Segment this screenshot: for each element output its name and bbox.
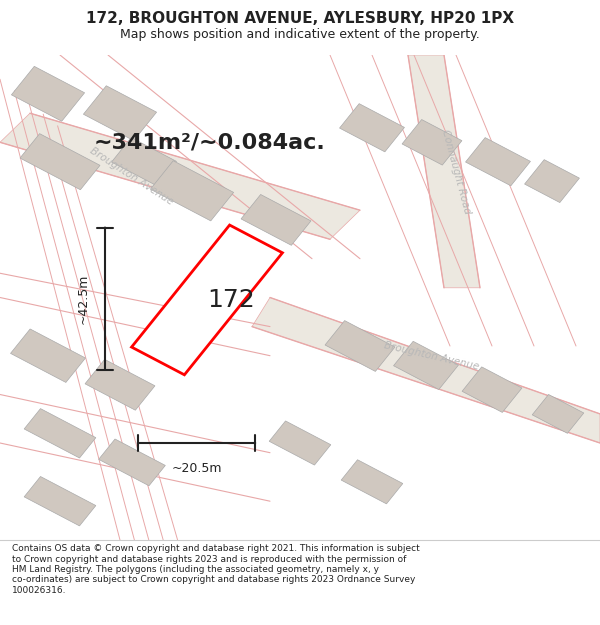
Polygon shape: [394, 341, 458, 389]
Polygon shape: [466, 138, 530, 186]
Polygon shape: [269, 421, 331, 465]
Polygon shape: [24, 409, 96, 458]
Polygon shape: [532, 394, 584, 433]
Text: 172: 172: [207, 288, 255, 312]
Text: 172, BROUGHTON AVENUE, AYLESBURY, HP20 1PX: 172, BROUGHTON AVENUE, AYLESBURY, HP20 1…: [86, 11, 514, 26]
Polygon shape: [408, 55, 480, 288]
Polygon shape: [462, 367, 522, 413]
Polygon shape: [341, 460, 403, 504]
Polygon shape: [402, 119, 462, 165]
Text: ~20.5m: ~20.5m: [171, 462, 222, 476]
Text: Connaught Road: Connaught Road: [440, 128, 472, 215]
Polygon shape: [151, 161, 233, 221]
Polygon shape: [83, 86, 157, 141]
Polygon shape: [11, 329, 85, 382]
Polygon shape: [24, 476, 96, 526]
Polygon shape: [340, 104, 404, 152]
Text: ~341m²/~0.084ac.: ~341m²/~0.084ac.: [94, 132, 326, 152]
Polygon shape: [524, 159, 580, 202]
Polygon shape: [252, 298, 600, 443]
Text: Contains OS data © Crown copyright and database right 2021. This information is : Contains OS data © Crown copyright and d…: [12, 544, 420, 595]
Polygon shape: [131, 225, 283, 375]
Polygon shape: [85, 359, 155, 410]
Polygon shape: [241, 194, 311, 245]
Polygon shape: [325, 321, 395, 371]
Text: Broughton Avenue: Broughton Avenue: [88, 146, 176, 207]
Text: Map shows position and indicative extent of the property.: Map shows position and indicative extent…: [120, 28, 480, 41]
Text: ~42.5m: ~42.5m: [77, 274, 90, 324]
Polygon shape: [98, 439, 166, 486]
Polygon shape: [20, 134, 100, 190]
Polygon shape: [11, 66, 85, 121]
Text: Broughton Avenue: Broughton Avenue: [383, 340, 481, 371]
Polygon shape: [0, 113, 360, 239]
Polygon shape: [112, 138, 176, 186]
